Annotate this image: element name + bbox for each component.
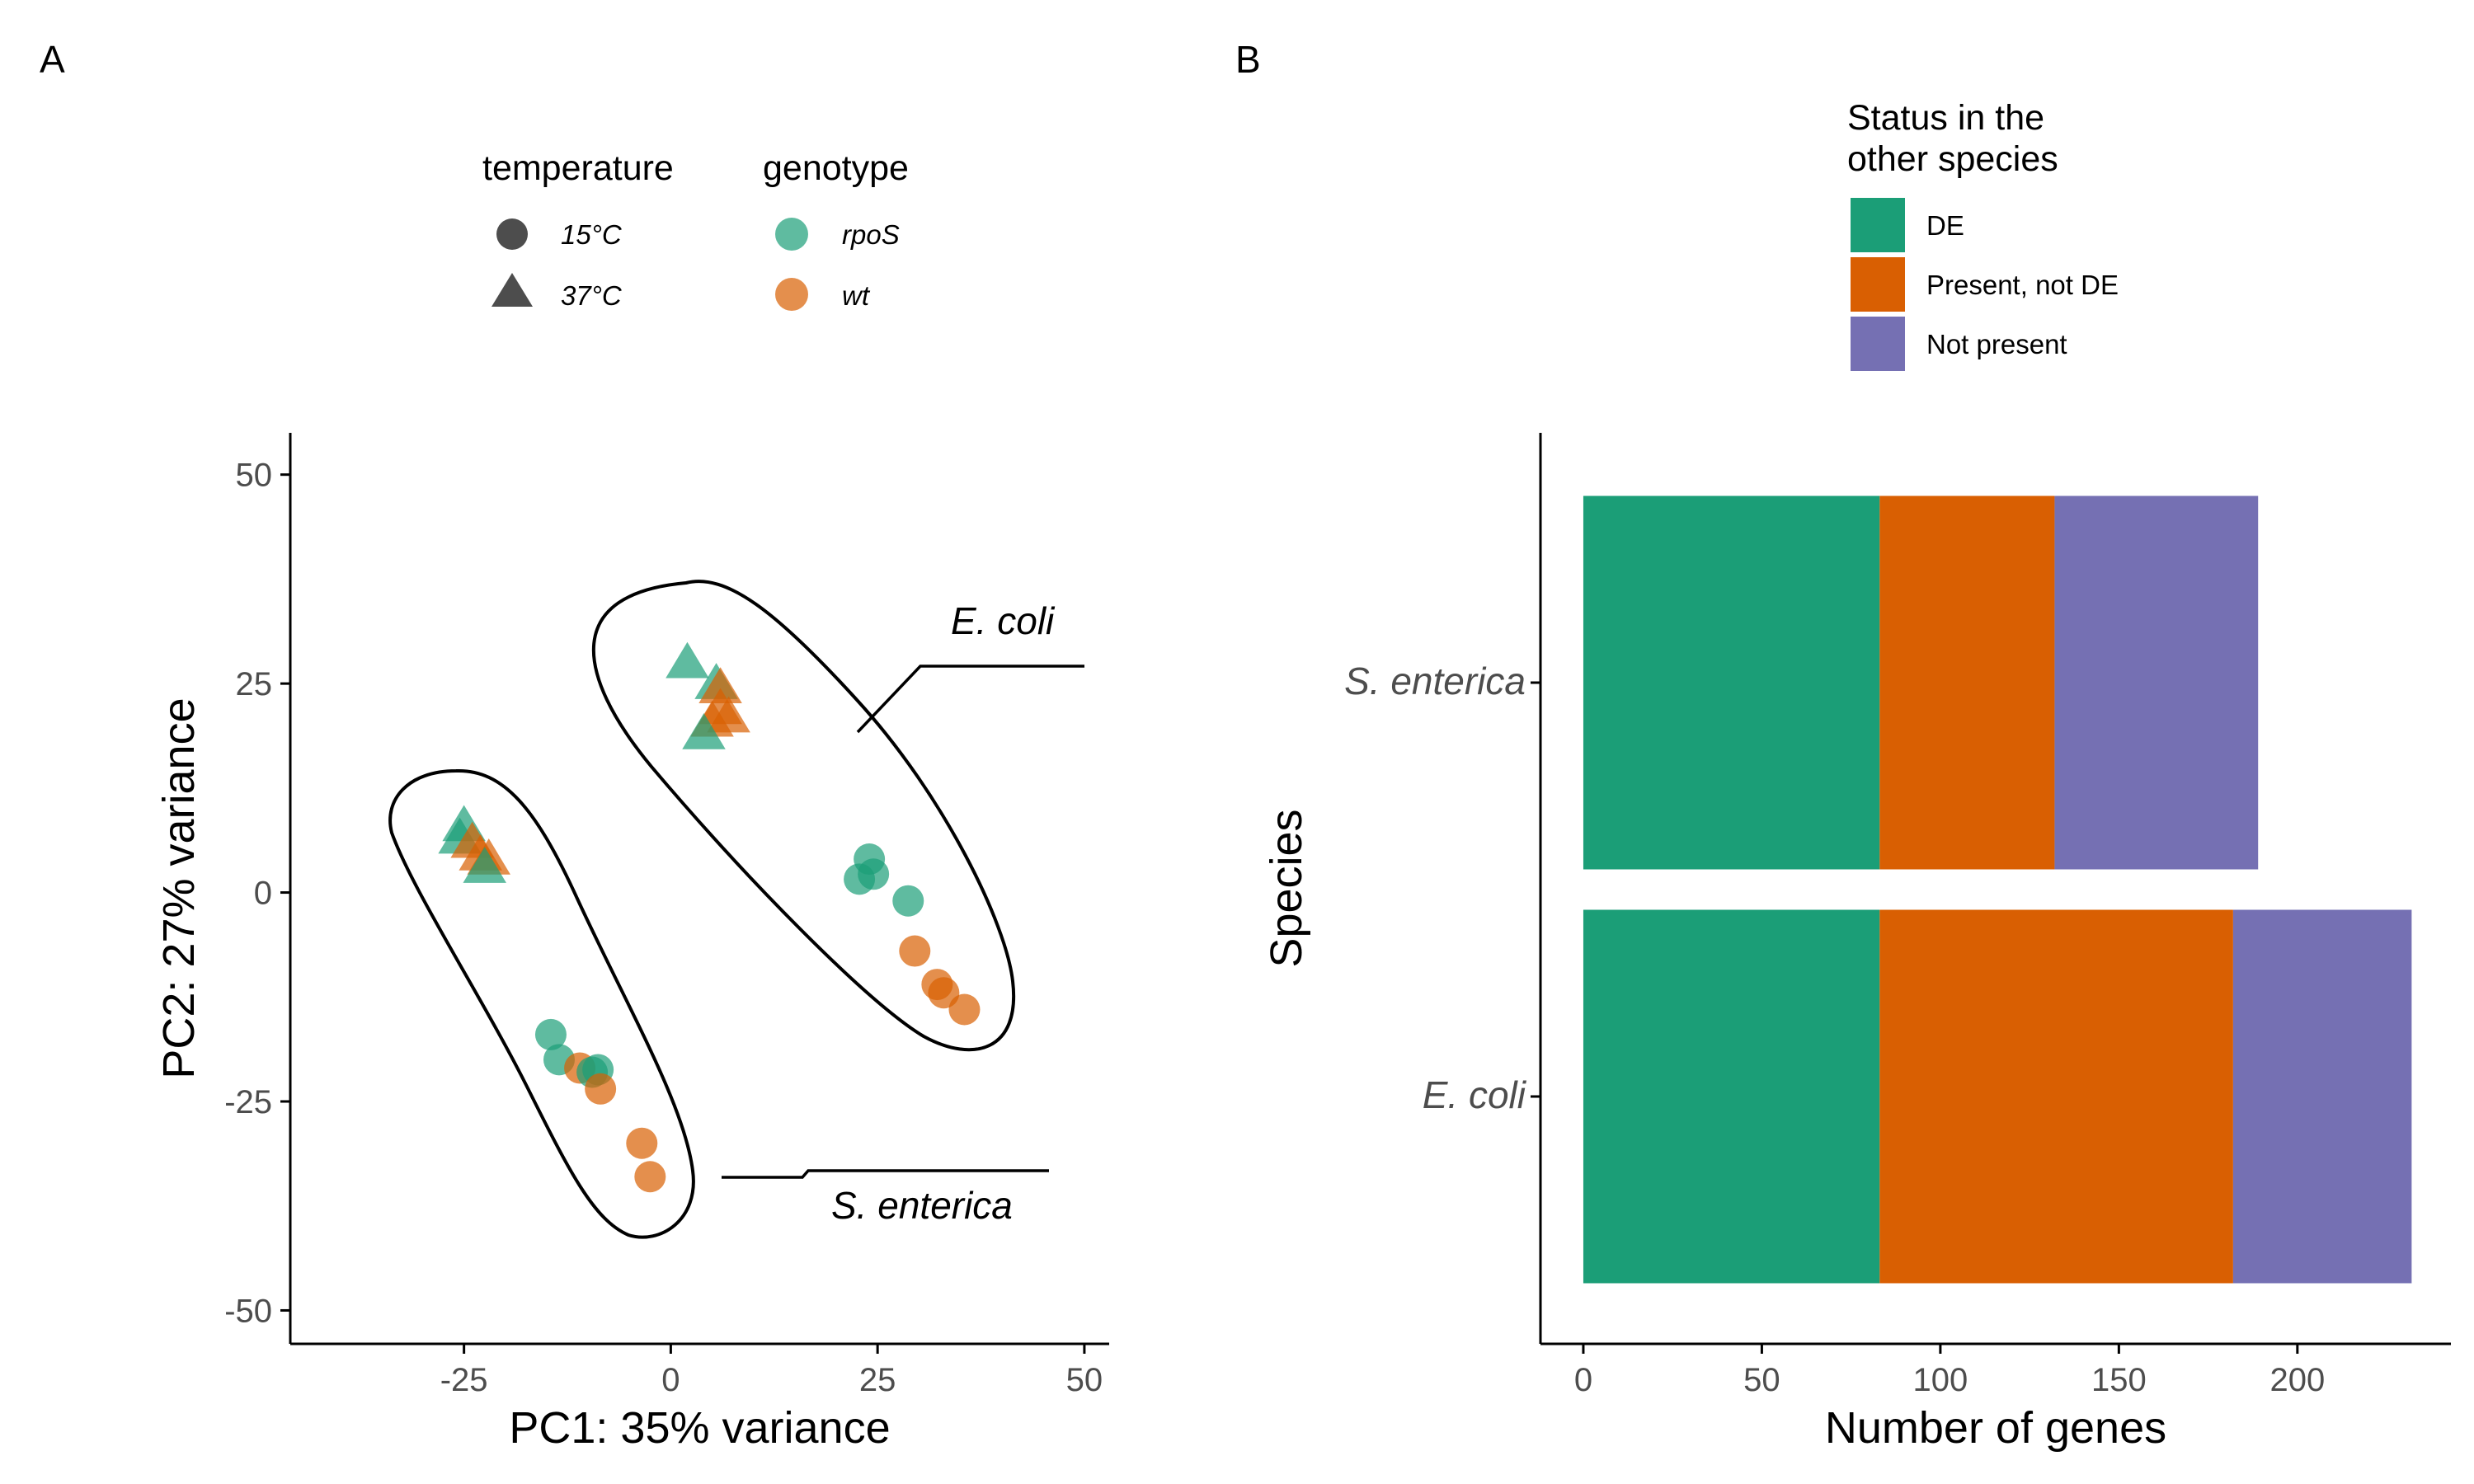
pca-x-tick-label: 25 [859, 1362, 896, 1398]
bar-y-tick-label-s-enterica: S. enterica [1344, 660, 1526, 702]
pca-y-tick-label: -25 [224, 1084, 272, 1120]
pca-y-tick-label: -50 [224, 1293, 272, 1329]
pca-point-circle-rpos [534, 1018, 567, 1050]
legend-de-swatch [1851, 198, 1905, 252]
pca-y-tick-label: 50 [236, 458, 273, 494]
legend-circle-shape-icon [496, 218, 528, 250]
legend-genotype-item-wt: wt [842, 280, 871, 311]
pca-y-axis-title: PC2: 27% variance [154, 697, 204, 1078]
legend-not-present-label: Not present [1926, 329, 2067, 359]
bar-s-enterica-present-not-de [1879, 495, 2055, 870]
legend-temperature-item-15c: 15°C [561, 219, 623, 250]
legend-status-title-line1: Status in the [1847, 98, 2044, 138]
legend-triangle-shape-icon [492, 273, 533, 307]
legend-genotype-title: genotype [763, 148, 909, 188]
legend-present-not-de-swatch [1851, 257, 1905, 312]
pca-x-tick-label: 0 [661, 1362, 680, 1398]
legend-temperature-item-37c: 37°C [561, 280, 623, 311]
legend-de-label: DE [1926, 210, 1964, 241]
pca-x-tick-label: -25 [440, 1362, 488, 1398]
pca-point-circle-wt [585, 1073, 617, 1105]
legend-wt-swatch [775, 278, 808, 311]
legend-temperature-title: temperature [482, 148, 674, 188]
pca-point-circle-rpos [844, 863, 876, 895]
pca-x-axis-title: PC1: 35% variance [509, 1403, 890, 1453]
senterica-cluster-outline [388, 768, 695, 1239]
pca-point-triangle-rpos [682, 712, 726, 749]
panel-b: B Status in the other species DE Present… [1235, 38, 2451, 1453]
panel-a-legend: temperature 15°C 37°C genotype rpoS wt [482, 148, 909, 311]
ecoli-cluster-outline [591, 580, 1016, 1052]
bar-e-coli-not-present [2232, 909, 2412, 1284]
pca-plot: -50 -25 0 25 50 -25 0 25 50 PC1: 35% variance PC2:… [154, 433, 1109, 1453]
legend-genotype-item-rpos: rpoS [842, 219, 900, 250]
bar-s-enterica-not-present [2054, 495, 2259, 870]
bar-y-tick-label-e-coli: E. coli [1423, 1073, 1527, 1116]
panel-b-label: B [1235, 38, 1261, 81]
pca-y-tick-label: 25 [236, 666, 273, 702]
legend-status-title-line2: other species [1847, 139, 2058, 179]
bar-x-tick-label: 0 [1574, 1362, 1592, 1398]
bar-x-tick-label: 200 [2269, 1362, 2325, 1398]
ecoli-leader-line [856, 665, 1084, 734]
bar-s-enterica-de [1583, 495, 1880, 870]
pca-point-triangle-rpos [666, 641, 709, 679]
senterica-leader-line [722, 1169, 1049, 1179]
senterica-annotation-label: S. enterica [831, 1184, 1013, 1227]
pca-point-circle-wt [948, 993, 981, 1026]
pca-x-tick-label: 50 [1066, 1362, 1103, 1398]
pca-point-circle-wt [634, 1161, 666, 1193]
panel-a-label: A [40, 38, 65, 81]
pca-point-circle-wt [626, 1127, 658, 1159]
pca-y-tick-label: 0 [254, 876, 272, 912]
pca-point-triangle-rpos [463, 847, 506, 883]
panel-a: A temperature 15°C 37°C genotype rpoS wt… [40, 38, 1109, 1453]
bar-plot: S. enterica E. coli 0 50 100 150 200 Number of … [1262, 433, 2451, 1453]
panel-b-legend: Status in the other species DE Present, … [1847, 98, 2119, 371]
pca-point-circle-rpos [892, 885, 924, 917]
bar-x-tick-label: 50 [1743, 1362, 1780, 1398]
pca-point-triangle-wt [698, 667, 742, 703]
pca-point-circle-wt [899, 935, 931, 967]
ecoli-annotation-label: E. coli [951, 599, 1056, 642]
bar-x-tick-label: 100 [1913, 1362, 1968, 1398]
bar-e-coli-present-not-de [1879, 909, 2233, 1284]
bar-x-tick-label: 150 [2091, 1362, 2147, 1398]
legend-present-not-de-label: Present, not DE [1926, 270, 2119, 300]
bar-y-axis-title: Species [1262, 809, 1311, 967]
bar-e-coli-de [1583, 909, 1880, 1284]
bar-x-axis-title: Number of genes [1825, 1403, 2166, 1453]
legend-rpos-swatch [775, 218, 808, 251]
legend-not-present-swatch [1851, 317, 1905, 371]
cluster-annotations: E. coli S. enterica [388, 580, 1084, 1239]
